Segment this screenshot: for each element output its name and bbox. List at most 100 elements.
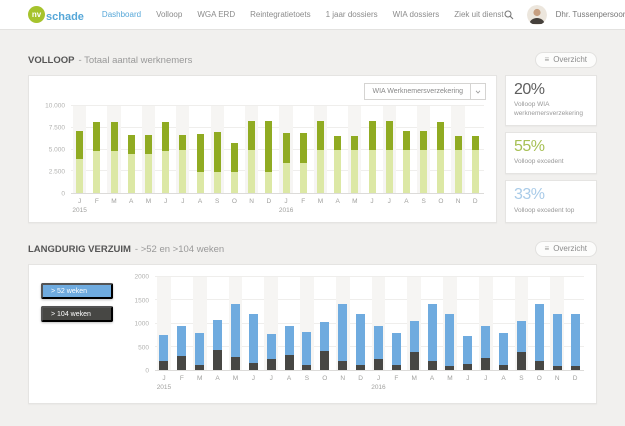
avatar[interactable] [526,4,547,25]
bar-J-0[interactable] [76,106,84,193]
bar-J-5[interactable] [248,277,258,370]
bar-segment--104-weken [516,352,526,370]
bar-O-9[interactable] [320,277,330,370]
bar-segment--52-weken [338,303,348,361]
bar-M-4[interactable] [230,277,240,370]
bar-M-16[interactable] [351,106,359,193]
logo-circle: nv [28,6,45,23]
nav-item-ziek-uit-dienst[interactable]: Ziek uit dienst [454,10,504,19]
bar-S-8[interactable] [213,106,221,193]
nav-item-volloop[interactable]: Volloop [156,10,183,19]
x-tick-label: M [232,375,239,382]
bar-S-8[interactable] [302,277,312,370]
bar-F-13[interactable] [299,106,307,193]
legend-button--52-weken[interactable]: > 52 weken [41,283,113,299]
bar-cell [432,106,449,193]
bar-J-18[interactable] [385,106,393,193]
bar-N-22[interactable] [454,106,462,193]
bar-A-3[interactable] [127,106,135,193]
bar-M-16[interactable] [445,277,455,370]
bar-A-3[interactable] [213,277,223,370]
bar-S-20[interactable] [516,277,526,370]
bar-D-11[interactable] [356,277,366,370]
bar-N-22[interactable] [552,277,562,370]
nav-item-wga-erd[interactable]: WGA ERD [197,10,236,19]
bar-J-17[interactable] [463,277,473,370]
y-axis: 0 2.500 5.000 7.500 10.000 [41,103,71,198]
bar-cell [191,106,208,193]
volloop-overview-button[interactable]: ≡ Overzicht [534,52,597,68]
bar-A-19[interactable] [499,277,509,370]
bar-O-21[interactable] [534,277,544,370]
bar-segment--52-weken [356,313,366,365]
bar-segment-volloop-top [230,142,238,173]
bar-segment--104-weken [230,356,240,370]
bar-cell [352,277,370,370]
verzuim-subtitle: - >52 en >104 weken [134,243,225,255]
x-tick-label: A [197,198,203,205]
bar-A-19[interactable] [402,106,410,193]
bar-M-2[interactable] [110,106,118,193]
bar-M-2[interactable] [195,277,205,370]
x-tick-label: M [111,198,117,205]
bar-J-12[interactable] [282,106,290,193]
legend-button--104-weken[interactable]: > 104 weken [41,306,113,322]
bar-N-10[interactable] [248,106,256,193]
bar-segment-volloop-top [213,132,221,173]
nav-item-dashboard[interactable]: Dashboard [101,10,142,19]
y-tick-label: 0 [61,190,65,198]
x-tick-label: M [196,375,203,382]
x-tick-label: S [304,375,310,382]
bar-segment-volloop-top [299,132,307,163]
bar-segment--104-weken [266,359,276,370]
insurance-type-dropdown[interactable]: WIA Werknemersverzekering [364,83,486,100]
search-icon[interactable] [504,9,514,20]
bar-S-20[interactable] [420,106,428,193]
bar-M-4[interactable] [144,106,152,193]
bar-M-14[interactable] [409,277,419,370]
bar-D-23[interactable] [570,277,580,370]
bar-segment--104-weken [570,365,580,370]
user-menu[interactable]: Dhr. Tussenpersoon [556,10,625,19]
bar-A-7[interactable] [196,106,204,193]
bar-segment-volloop-bottom [471,150,479,193]
bar-A-15[interactable] [427,277,437,370]
bar-D-23[interactable] [471,106,479,193]
bar-J-6[interactable] [179,106,187,193]
bar-F-13[interactable] [391,277,401,370]
bar-J-12[interactable] [373,277,383,370]
volloop-subtitle: - Totaal aantal werknemers [78,54,193,66]
chart-legend: > 52 weken > 104 weken [41,275,125,399]
bar-N-10[interactable] [338,277,348,370]
bar-segment--104-weken [409,352,419,370]
bar-segment--52-weken [159,335,169,361]
bar-O-21[interactable] [437,106,445,193]
bar-O-9[interactable] [230,106,238,193]
nav-item-reintegratietoets[interactable]: Reintegratietoets [250,10,311,19]
bar-J-5[interactable] [162,106,170,193]
bar-J-18[interactable] [481,277,491,370]
gridline [155,322,584,324]
bar-segment--52-weken [320,322,330,352]
verzuim-title: LANGDURIG VERZUIM [28,243,131,255]
bar-F-1[interactable] [177,277,187,370]
bar-M-14[interactable] [316,106,324,193]
bar-cell [71,106,88,193]
logo[interactable]: nv schade [28,6,84,23]
bar-J-17[interactable] [368,106,376,193]
bar-J-6[interactable] [266,277,276,370]
dropdown-value: WIA Werknemersverzekering [372,88,463,95]
bar-A-7[interactable] [284,277,294,370]
bar-A-15[interactable] [334,106,342,193]
bar-cell [441,277,459,370]
bar-D-11[interactable] [265,106,273,193]
bar-J-0[interactable] [159,277,169,370]
bar-cell [405,277,423,370]
nav-item-1-jaar-dossiers[interactable]: 1 jaar dossiers [325,10,378,19]
nav-item-wia-dossiers[interactable]: WIA dossiers [392,10,440,19]
bar-F-1[interactable] [93,106,101,193]
bar-cell [363,106,380,193]
verzuim-overview-button[interactable]: ≡ Overzicht [534,241,597,257]
volloop-section-header: VOLLOOP - Totaal aantal werknemers ≡ Ove… [28,50,597,70]
x-tick-label: O [438,198,444,205]
